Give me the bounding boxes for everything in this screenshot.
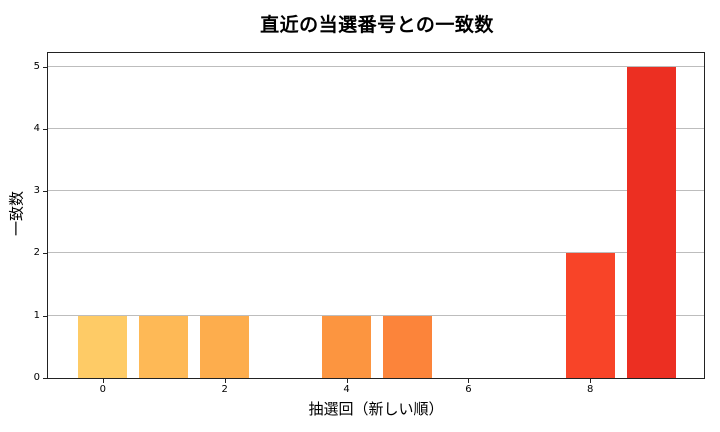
y-axis-label: 一致数	[7, 190, 26, 236]
y-tick-label: 1	[33, 309, 40, 321]
x-tick-label: 4	[343, 384, 350, 395]
y-tick-label: 2	[33, 247, 40, 259]
bar-1	[139, 315, 189, 378]
x-tick	[346, 379, 348, 383]
x-tick-label: 0	[99, 384, 107, 395]
x-axis-label: 抽選回（新しい順）	[308, 400, 444, 418]
bar-4	[322, 315, 371, 378]
x-tick	[468, 379, 470, 383]
bar-2	[200, 315, 250, 378]
x-tick-label: 8	[587, 384, 594, 395]
bar-9	[626, 66, 676, 378]
x-tick	[590, 379, 592, 383]
bar-0	[78, 315, 128, 378]
gridline	[48, 65, 704, 67]
plot-area: 0 1 2 3 4 5 0 2 4 6 8	[34, 52, 705, 395]
gridline	[48, 190, 704, 192]
gridline	[48, 252, 704, 254]
gridline	[48, 314, 704, 316]
y-tick	[43, 191, 47, 193]
y-tick	[43, 253, 47, 255]
x-tick	[102, 379, 104, 383]
x-tick	[224, 379, 226, 383]
chart-title: 直近の当選番号との一致数	[260, 14, 494, 36]
y-tick	[43, 66, 47, 68]
y-tick	[43, 128, 47, 130]
y-tick-label: 4	[33, 122, 40, 134]
y-tick-label: 3	[33, 185, 40, 197]
x-tick-label: 6	[465, 384, 472, 395]
x-tick-label: 2	[221, 384, 228, 395]
y-tick-label: 0	[33, 372, 40, 383]
y-tick	[43, 378, 47, 379]
y-tick-label: 5	[33, 60, 40, 72]
gridline	[48, 127, 704, 129]
y-tick	[43, 315, 47, 317]
bar-5	[383, 315, 432, 378]
bar-8	[565, 253, 615, 378]
